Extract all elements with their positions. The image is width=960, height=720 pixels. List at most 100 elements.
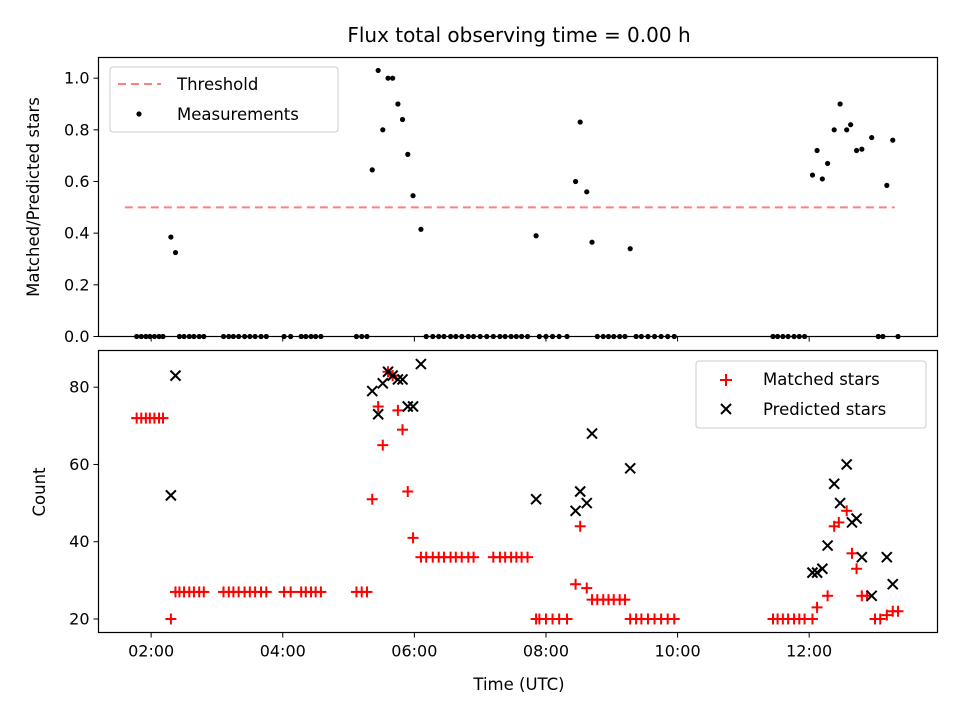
predicted-star-point xyxy=(392,373,404,386)
measurement-point xyxy=(220,333,227,340)
top-y-tick-label: 0.4 xyxy=(64,224,89,243)
measurement-point xyxy=(589,239,595,245)
measurement-point xyxy=(172,249,179,256)
measurement-point xyxy=(791,333,797,340)
measurement-points xyxy=(134,67,901,340)
measurement-point xyxy=(814,147,820,154)
measurement-point xyxy=(837,101,843,107)
bottom-x-tick-label: 02:00 xyxy=(128,642,174,661)
matched-star-point xyxy=(407,532,419,544)
bottom-y-tick-label: 80 xyxy=(69,378,89,397)
legend-threshold-label: Threshold xyxy=(176,75,258,94)
predicted-star-point xyxy=(624,462,636,475)
measurement-point xyxy=(380,127,386,133)
matched-star-point xyxy=(874,613,886,625)
bottom-legend: Matched stars Predicted stars xyxy=(695,360,927,429)
measurement-point xyxy=(859,146,865,152)
matched-star-point xyxy=(561,613,573,625)
bottom-y-axis-label: Count xyxy=(30,467,49,517)
measurement-point xyxy=(138,333,144,340)
measurement-point xyxy=(809,172,816,178)
measurement-point xyxy=(543,333,549,340)
measurement-point xyxy=(143,333,149,340)
measurement-point xyxy=(770,333,776,340)
bottom-x-tick-label: 04:00 xyxy=(260,642,306,661)
measurement-point xyxy=(665,333,671,340)
measurement-point xyxy=(477,333,483,340)
matched-star-point xyxy=(366,493,378,505)
predicted-star-point xyxy=(396,373,409,386)
measurement-point xyxy=(801,333,808,340)
measurement-point xyxy=(549,333,556,340)
predicted-star-point xyxy=(834,497,846,509)
matched-star-point xyxy=(372,401,384,413)
measurement-point xyxy=(236,333,242,340)
measurement-point xyxy=(645,333,651,340)
measurement-point xyxy=(176,333,183,340)
matched-star-point xyxy=(881,609,893,621)
matched-star-point xyxy=(851,563,863,575)
measurement-point xyxy=(191,333,197,340)
measurement-point xyxy=(490,333,496,340)
matched-star-point xyxy=(570,578,582,590)
predicted-star-point xyxy=(850,512,863,525)
top-y-tick-label: 0.8 xyxy=(64,120,89,139)
measurement-point xyxy=(364,333,370,340)
x-axis-label: Time (UTC) xyxy=(472,675,564,694)
matched-star-point xyxy=(402,486,414,497)
measurement-point xyxy=(819,176,825,182)
measurement-point xyxy=(785,333,791,340)
matched-star-point xyxy=(841,505,853,517)
predicted-star-point xyxy=(165,489,177,502)
measurement-point xyxy=(524,333,531,340)
chart-title: Flux total observing time = 0.00 h xyxy=(347,23,690,47)
predicted-star-point xyxy=(586,427,598,440)
predicted-star-point xyxy=(856,551,868,563)
measurement-point xyxy=(617,333,623,340)
predicted-star-point xyxy=(821,539,834,552)
matched-star-point xyxy=(361,586,373,598)
measurement-point xyxy=(441,333,447,340)
measurement-point xyxy=(497,333,503,340)
matched-star-point xyxy=(581,582,593,594)
measurement-point xyxy=(584,189,590,195)
matched-star-point xyxy=(522,551,534,563)
measurement-point xyxy=(774,333,781,340)
top-y-tick-label: 0.6 xyxy=(64,172,89,191)
matched-star-point xyxy=(806,613,818,625)
measurement-point xyxy=(880,333,886,340)
predicted-star-point xyxy=(865,590,878,602)
legend-measurements-swatch xyxy=(136,111,142,117)
measurement-point xyxy=(844,127,850,133)
matched-star-point xyxy=(285,586,297,598)
measurement-point xyxy=(875,333,881,340)
measurement-point xyxy=(226,333,232,340)
bottom-y-tick-label: 40 xyxy=(69,532,89,551)
measurement-point xyxy=(780,333,786,340)
predicted-star-point xyxy=(887,578,899,590)
predicted-star-point xyxy=(581,497,593,509)
predicted-star-point xyxy=(377,377,389,390)
top-y-tick-label: 0.0 xyxy=(64,327,89,346)
measurement-point xyxy=(564,333,570,340)
measurement-point xyxy=(359,333,365,340)
measurement-point xyxy=(156,333,162,340)
measurement-point xyxy=(884,182,890,188)
measurement-point xyxy=(303,333,309,340)
matched-star-point xyxy=(833,516,845,528)
measurement-point xyxy=(638,333,644,340)
measurement-point xyxy=(263,333,269,340)
legend-predicted-swatch xyxy=(720,403,732,415)
measurement-point xyxy=(288,333,294,340)
measurement-point xyxy=(831,127,837,133)
measurement-point xyxy=(423,333,429,340)
matched-star-point xyxy=(468,551,480,563)
predicted-star-point xyxy=(366,385,378,397)
predicted-star-point xyxy=(881,551,893,563)
bottom-x-tick-label: 10:00 xyxy=(655,642,701,661)
measurement-point xyxy=(369,167,375,173)
measurement-point xyxy=(318,333,324,340)
measurement-point xyxy=(410,193,416,199)
predicted-star-point xyxy=(407,400,419,413)
